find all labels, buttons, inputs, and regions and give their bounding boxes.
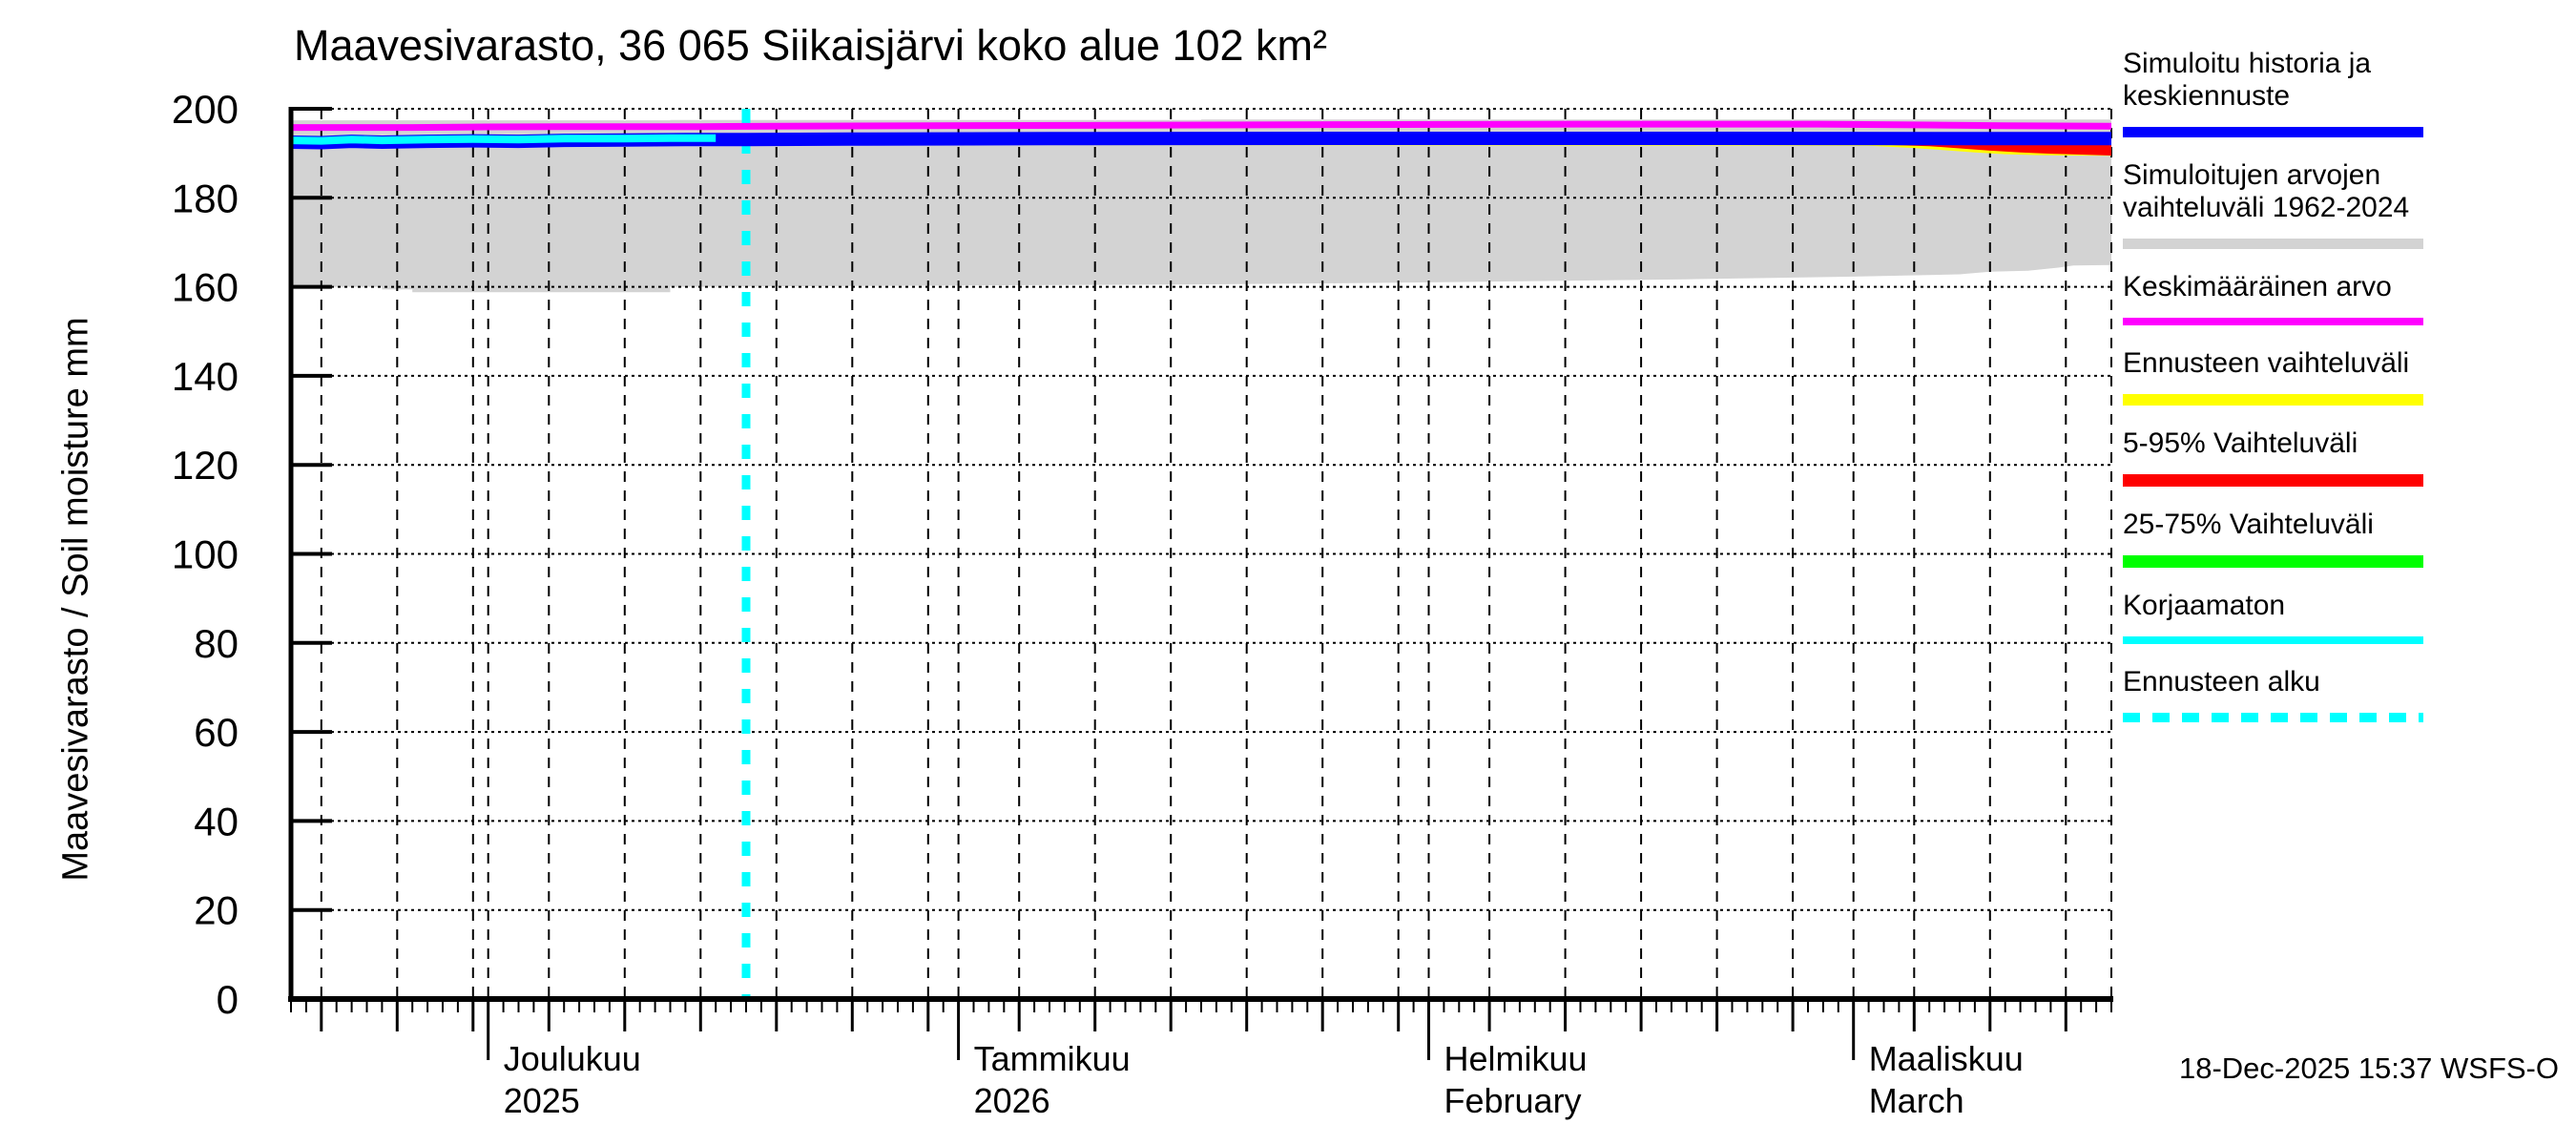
y-tick-label: 80	[194, 621, 239, 666]
legend-item-label: Keskimääräinen arvo	[2123, 271, 2392, 302]
legend-swatch	[2123, 713, 2423, 722]
legend-swatch	[2123, 474, 2423, 487]
legend-swatch	[2123, 555, 2423, 568]
month-tick-label: Helmikuu	[1444, 1039, 1588, 1078]
legend-item-label: Simuloitujen arvojen	[2123, 159, 2381, 191]
legend-item: Simuloitu historia ja keskiennuste	[2123, 48, 2552, 137]
y-tick-label: 120	[172, 443, 239, 488]
legend-item: Keskimääräinen arvo	[2123, 271, 2552, 325]
legend-item-label: 5-95% Vaihteluväli	[2123, 427, 2358, 459]
legend: Simuloitu historia ja keskiennuste Simuloi…	[2123, 48, 2552, 744]
legend-swatch	[2123, 127, 2423, 137]
legend-item-label: 25-75% Vaihteluväli	[2123, 509, 2374, 540]
line-mean-value	[291, 120, 2112, 132]
y-tick-label: 160	[172, 265, 239, 310]
chart-title: Maavesivarasto, 36 065 Siikaisjärvi koko…	[294, 21, 1328, 70]
y-tick-label: 40	[194, 799, 239, 843]
legend-item: Ennusteen alku	[2123, 666, 2552, 722]
timestamp: 18-Dec-2025 15:37 WSFS-O	[2178, 1051, 2559, 1085]
legend-item: 25-75% Vaihteluväli	[2123, 509, 2552, 568]
legend-item: 5-95% Vaihteluväli	[2123, 427, 2552, 487]
month-tick-label: Maaliskuu	[1869, 1039, 2024, 1078]
y-tick-label: 20	[194, 888, 239, 933]
month-tick-sublabel: March	[1869, 1081, 1964, 1120]
line-uncorrected	[290, 134, 717, 145]
y-tick-label: 180	[172, 176, 239, 220]
legend-item: Simuloitujen arvojen vaihteluväli 1962-20…	[2123, 159, 2552, 249]
legend-item-label: vaihteluväli 1962-2024	[2123, 192, 2410, 223]
y-tick-label: 0	[217, 977, 239, 1022]
legend-item-label: keskiennuste	[2123, 80, 2291, 112]
legend-item-label: Korjaamaton	[2123, 590, 2286, 621]
legend-swatch	[2123, 636, 2423, 644]
month-tick-sublabel: 2026	[974, 1081, 1050, 1120]
legend-item: Ennusteen vaihteluväli	[2123, 347, 2552, 406]
y-tick-label: 200	[172, 87, 239, 132]
legend-swatch	[2123, 318, 2423, 325]
legend-swatch	[2123, 394, 2423, 406]
y-tick-label: 100	[172, 532, 239, 577]
month-tick-sublabel: 2025	[504, 1081, 580, 1120]
legend-item-label: Ennusteen alku	[2123, 666, 2320, 697]
y-tick-label: 140	[172, 354, 239, 399]
month-tick-label: Tammikuu	[974, 1039, 1131, 1078]
month-tick-label: Joulukuu	[504, 1039, 641, 1078]
legend-item: Korjaamaton	[2123, 590, 2552, 644]
y-tick-label: 60	[194, 710, 239, 755]
month-tick-sublabel: February	[1444, 1081, 1582, 1120]
legend-item-label: Ennusteen vaihteluväli	[2123, 347, 2410, 379]
legend-item-label: Simuloitu historia ja	[2123, 48, 2372, 79]
band-simulated-range	[291, 119, 2111, 293]
legend-swatch	[2123, 239, 2423, 249]
